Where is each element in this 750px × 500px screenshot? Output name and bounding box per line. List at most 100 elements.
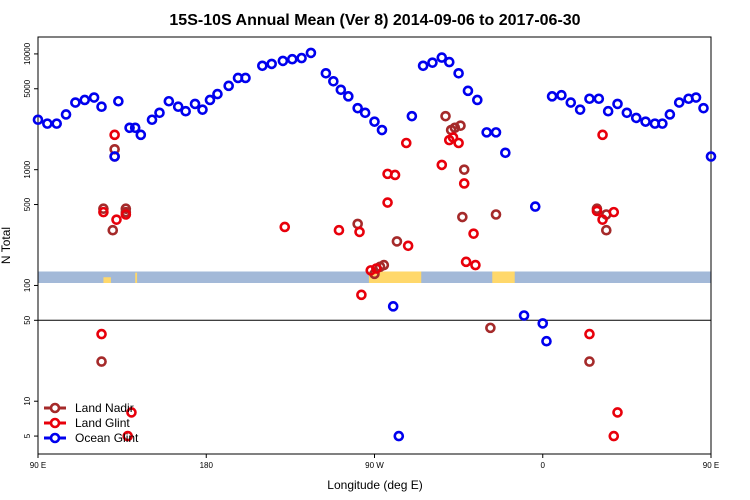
data-point: [400, 137, 412, 149]
data-point: [453, 68, 464, 79]
data-point: [356, 289, 367, 301]
data-point: [490, 209, 502, 220]
data-point: [529, 201, 541, 212]
data-point: [597, 129, 608, 141]
x-axis-label: Longitude (deg E): [327, 478, 422, 492]
data-point: [107, 224, 119, 236]
y-tick-label: 100: [23, 278, 32, 292]
data-point: [96, 328, 107, 340]
data-point: [705, 151, 717, 162]
x-tick-label: 90 E: [703, 461, 719, 470]
legend-marker: [49, 417, 61, 429]
data-point: [328, 76, 339, 87]
data-point: [320, 68, 332, 79]
data-point: [541, 335, 552, 347]
y-tick-label: 5000: [23, 79, 32, 97]
data-point: [343, 91, 354, 102]
legend-label: Ocean Glint: [75, 431, 139, 445]
data-point: [189, 98, 201, 110]
data-point: [98, 206, 109, 218]
data-point: [602, 105, 614, 117]
chart-title: 15S-10S Annual Mean (Ver 8) 2014-09-06 t…: [169, 12, 580, 29]
data-point: [204, 94, 216, 106]
data-point: [612, 98, 623, 110]
data-point: [122, 430, 134, 442]
data-point: [518, 310, 530, 321]
data-point: [163, 95, 175, 107]
data-point: [500, 147, 511, 159]
data-point: [124, 122, 135, 134]
data-point: [584, 356, 595, 367]
data-point: [126, 407, 137, 418]
data-point: [88, 92, 100, 103]
data-point: [612, 407, 623, 418]
data-point: [135, 129, 147, 141]
data-point: [197, 104, 208, 115]
data-point: [359, 107, 371, 119]
y-tick-label: 10000: [23, 42, 32, 65]
land-segment: [492, 271, 515, 283]
data-point: [266, 58, 277, 70]
data-point: [406, 110, 418, 122]
data-point: [352, 102, 363, 114]
data-point: [60, 109, 72, 120]
data-point: [443, 56, 455, 68]
data-point: [470, 259, 481, 271]
data-point: [335, 84, 347, 96]
data-point: [393, 430, 405, 442]
data-point: [146, 114, 158, 126]
data-point: [460, 256, 472, 268]
data-point: [449, 122, 461, 134]
data-point: [305, 47, 317, 59]
data-point: [212, 88, 223, 100]
legend-label: Land Nadir: [75, 401, 134, 415]
data-point: [240, 72, 251, 84]
land-segment: [135, 272, 138, 283]
data-point: [296, 52, 307, 64]
data-point: [277, 55, 289, 67]
y-tick-label: 10: [23, 396, 32, 405]
data-point: [468, 228, 479, 239]
x-tick-label: 90 E: [30, 461, 46, 470]
data-point: [455, 120, 466, 131]
data-point: [223, 80, 234, 92]
data-point: [453, 137, 464, 149]
data-point: [70, 97, 81, 108]
y-axis-label: N Total: [0, 227, 13, 264]
data-point: [630, 112, 642, 124]
data-point: [96, 101, 107, 112]
series-land-glint: [96, 129, 623, 442]
data-point: [417, 60, 429, 72]
data-point: [129, 122, 141, 134]
data-point: [458, 164, 470, 175]
legend-marker: [49, 402, 61, 414]
series-ocean-glint: [32, 47, 717, 442]
data-point: [113, 95, 124, 107]
data-point: [436, 159, 448, 171]
data-point: [690, 92, 702, 103]
y-tick-label: 1000: [23, 160, 32, 178]
data-point: [32, 114, 44, 126]
data-point: [608, 430, 620, 442]
data-point: [402, 240, 414, 252]
data-point: [333, 224, 345, 236]
data-point: [172, 101, 184, 112]
data-point: [109, 129, 120, 141]
data-point: [79, 94, 91, 106]
data-point: [111, 214, 122, 225]
y-tick-label: 500: [23, 197, 32, 211]
land-segment: [368, 271, 422, 283]
data-point: [472, 94, 483, 106]
data-point: [597, 214, 608, 225]
data-point: [537, 318, 549, 329]
data-point: [382, 197, 393, 208]
data-point: [389, 169, 401, 181]
x-tick-label: 0: [541, 461, 546, 470]
data-point: [354, 226, 365, 238]
data-point: [556, 89, 567, 101]
data-point: [698, 102, 709, 114]
plot-frame: [37, 36, 712, 455]
data-point: [664, 109, 676, 120]
data-point: [279, 221, 291, 233]
data-point: [154, 107, 165, 119]
